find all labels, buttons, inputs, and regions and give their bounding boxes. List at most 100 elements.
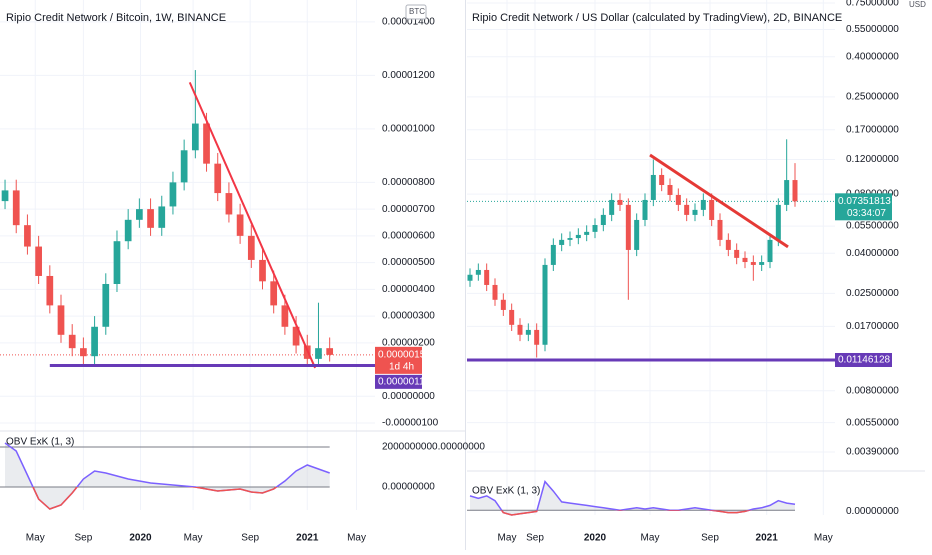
y-tick-label: 0.00001400 xyxy=(382,17,435,28)
candle-body xyxy=(35,246,42,276)
candle-body xyxy=(24,225,31,247)
y-tick-label: 0.00800000 xyxy=(846,385,899,396)
candle-body xyxy=(792,180,798,202)
support-price-label: 0.00000115 xyxy=(378,376,431,387)
x-tick-label: May xyxy=(814,533,833,544)
x-tick-label: Sep xyxy=(241,533,259,544)
candle-body xyxy=(509,309,515,325)
y-tick-label: 0.02500000 xyxy=(846,288,899,299)
candle-body xyxy=(80,348,87,357)
candle-body xyxy=(169,182,177,207)
candle-body xyxy=(326,348,334,355)
candle-body xyxy=(725,239,731,250)
candle-body xyxy=(592,225,598,232)
y-tick-label: 0.00000500 xyxy=(382,257,435,268)
candle-body xyxy=(68,334,76,349)
candle-body xyxy=(700,199,706,210)
candle-body xyxy=(742,257,748,263)
currency-label: BTC xyxy=(409,7,425,16)
y-tick-label: 0.00000600 xyxy=(382,230,435,241)
candle-body xyxy=(214,163,222,194)
candle-body xyxy=(575,234,581,239)
indicator-tick-label: 2000000000.00000000 xyxy=(382,442,485,453)
indicator-tick-label: 0.00000000 xyxy=(846,506,899,517)
x-tick-label: 2021 xyxy=(296,533,319,544)
y-tick-label: 0.00000000 xyxy=(382,391,435,402)
y-tick-label: 0.00000700 xyxy=(382,204,435,215)
candle-body xyxy=(692,209,698,215)
y-tick-label: 0.40000000 xyxy=(846,51,899,62)
candle-body xyxy=(617,199,623,205)
candle-body xyxy=(1,190,9,202)
candle-body xyxy=(475,269,481,275)
indicator-line-negative xyxy=(32,487,278,510)
last-price-box xyxy=(835,193,892,221)
trendline xyxy=(188,81,317,369)
y-tick-label: 0.00001000 xyxy=(382,124,435,135)
candle-body xyxy=(767,239,773,263)
currency-label: USD xyxy=(909,0,926,9)
candle-body xyxy=(292,326,300,346)
y-tick-label: 0.25000000 xyxy=(846,91,899,102)
indicator-name: OBV ExK (1, 3) xyxy=(6,437,74,448)
x-tick-label: 2020 xyxy=(584,533,607,544)
candle-body xyxy=(525,329,531,335)
chart-title: Ripio Credit Network / Bitcoin, 1W, BINA… xyxy=(6,12,226,24)
candle-body xyxy=(247,235,255,260)
candle-body xyxy=(750,262,756,265)
candle-body xyxy=(203,123,210,164)
last-price-box xyxy=(375,346,422,374)
y-tick-label: 0.00000300 xyxy=(382,311,435,322)
candle-body xyxy=(500,299,506,310)
chart-title: Ripio Credit Network / US Dollar (calcul… xyxy=(472,12,842,24)
x-tick-label: Sep xyxy=(74,533,92,544)
x-tick-label: 2020 xyxy=(129,533,152,544)
y-tick-label: 0.00000800 xyxy=(382,177,435,188)
candle-body xyxy=(102,283,110,327)
candle-body xyxy=(634,219,640,250)
candle-body xyxy=(191,123,199,151)
candle-body xyxy=(567,238,573,240)
y-tick-label: 0.04000000 xyxy=(846,248,899,259)
candle-body xyxy=(236,214,244,236)
candle-body xyxy=(315,348,322,359)
candle-body xyxy=(550,244,556,265)
candle-body xyxy=(57,305,65,335)
x-tick-label: May xyxy=(347,533,366,544)
candle-body xyxy=(467,274,473,281)
y-tick-label: -0.00000100 xyxy=(382,418,439,429)
candle-body xyxy=(124,219,132,242)
indicator-name: OBV ExK (1, 3) xyxy=(472,486,540,497)
y-tick-label: 0.00000400 xyxy=(382,284,435,295)
candle-body xyxy=(225,193,233,215)
candle-body xyxy=(158,206,166,228)
indicator-tick-label: 0.00000000 xyxy=(382,482,435,493)
y-tick-label: 0.12000000 xyxy=(846,154,899,165)
y-tick-label: 0.01700000 xyxy=(846,321,899,332)
candle-body xyxy=(46,275,54,306)
x-tick-label: May xyxy=(641,533,660,544)
x-tick-label: Sep xyxy=(701,533,719,544)
support-price-box xyxy=(375,374,422,389)
y-tick-label: 0.00001200 xyxy=(382,70,435,81)
candle-body xyxy=(775,204,781,240)
candle-body xyxy=(675,194,681,205)
support-price-label: 0.01146128 xyxy=(838,355,891,366)
y-tick-label: 0.75000000 xyxy=(846,0,899,9)
candle-body xyxy=(609,199,615,215)
candle-body xyxy=(270,281,278,306)
last-price-label: 0.07351813 xyxy=(838,196,891,207)
candle-body xyxy=(659,174,665,185)
candle-body xyxy=(180,150,188,183)
y-tick-label: 0.17000000 xyxy=(846,124,899,135)
last-price-label: 0.00000155 xyxy=(378,349,431,360)
y-tick-label: 0.00550000 xyxy=(846,417,899,428)
candle-body xyxy=(717,219,723,240)
countdown-label: 03:34:07 xyxy=(847,208,886,219)
currency-box xyxy=(405,4,427,20)
candle-body xyxy=(12,190,20,226)
candle-body xyxy=(650,174,656,200)
candle-body xyxy=(542,264,548,345)
candle-body xyxy=(667,184,673,195)
